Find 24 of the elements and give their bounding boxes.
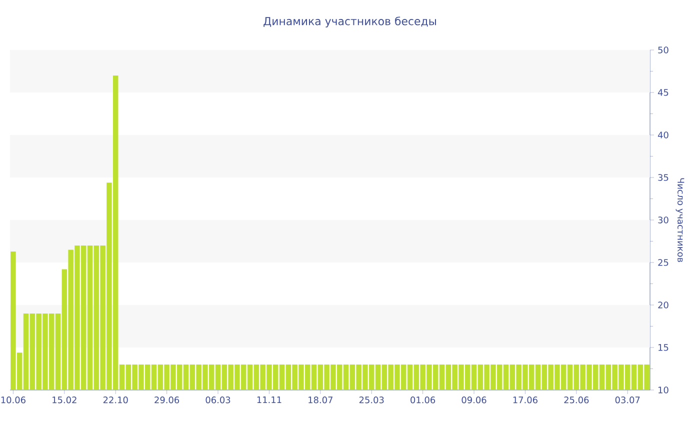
y-tick-label: 15 [658, 344, 668, 351]
y-tick-label: 40 [658, 132, 668, 138]
x-tick-label: 01.06 [410, 396, 436, 404]
x-tick-label: 06.03 [206, 396, 230, 404]
y-tick-label: 45 [658, 89, 668, 96]
x-tick-label: 03.07 [615, 396, 640, 404]
x-tick-label: 18.07 [308, 396, 332, 404]
x-tick-label: 29.06 [154, 396, 180, 404]
x-tick-label: 11.11 [257, 396, 282, 404]
y-tick-label: 35 [658, 174, 668, 181]
chart-title: Динамика участников беседы [264, 16, 436, 28]
y-tick-label: 10 [658, 386, 668, 394]
y-axis-title: Число участников [676, 178, 684, 262]
x-tick-label: 25.06 [564, 396, 589, 404]
x-tick-label: 09.06 [462, 396, 486, 404]
y-tick-label: 25 [658, 259, 668, 266]
x-tick-label: 25.03 [359, 396, 384, 404]
y-tick-label: 30 [658, 216, 668, 224]
x-tick-label: 10.06 [1, 396, 26, 404]
y-tick-label: 50 [658, 46, 668, 54]
x-tick-label: 17.06 [513, 396, 538, 404]
x-tick-label: 22.10 [103, 396, 128, 404]
y-tick-label: 20 [658, 302, 668, 308]
x-tick-label: 15.02 [52, 396, 76, 404]
